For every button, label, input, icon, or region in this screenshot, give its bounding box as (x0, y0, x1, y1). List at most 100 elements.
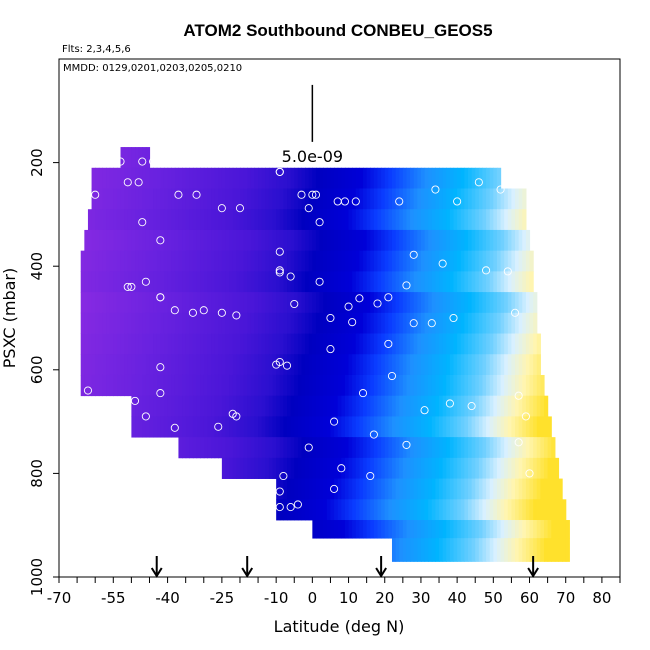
heatmap-cell (363, 229, 368, 252)
heatmap-cell (131, 167, 136, 189)
heatmap-cell (196, 292, 201, 314)
heatmap-cell (431, 209, 437, 231)
heatmap-cell (279, 271, 284, 293)
heatmap-cell (326, 457, 332, 479)
heatmap-cell (95, 292, 100, 314)
heatmap-cell (91, 312, 96, 334)
heatmap-cell (319, 354, 324, 376)
heatmap-cell (258, 374, 263, 397)
heatmap-cell (500, 354, 505, 376)
sample-point (141, 277, 150, 286)
heatmap-cell (98, 209, 104, 231)
heatmap-cell (312, 229, 317, 252)
heatmap-cell (507, 457, 513, 479)
heatmap-cell (536, 457, 541, 479)
heatmap-cell (515, 416, 520, 438)
heatmap-cell (294, 478, 299, 500)
heatmap-cell (489, 333, 494, 355)
sample-point (395, 197, 404, 206)
heatmap-cell (446, 457, 451, 479)
heatmap-cell (493, 395, 498, 417)
heatmap-cell (232, 437, 237, 459)
heatmap-cell (297, 188, 303, 210)
heatmap-cell (551, 520, 556, 539)
heatmap-cell (518, 292, 523, 314)
heatmap-cell (84, 250, 89, 272)
heatmap-cell (453, 520, 458, 539)
heatmap-cell (428, 499, 433, 521)
heatmap-cell (373, 229, 379, 252)
heatmap-cell (214, 292, 219, 314)
heatmap-cell (489, 312, 494, 334)
heatmap-cell (431, 250, 437, 272)
heatmap-cell (127, 312, 132, 334)
heatmap-cell (388, 478, 393, 500)
heatmap-cell (167, 188, 172, 210)
heatmap-cell (475, 538, 480, 562)
heatmap-cell (106, 312, 111, 334)
heatmap-cell (446, 333, 451, 355)
heatmap-cells (80, 147, 570, 562)
heatmap-cell (486, 538, 491, 562)
heatmap-cell (84, 292, 89, 314)
heatmap-cell (442, 395, 447, 417)
heatmap-cell (475, 209, 480, 231)
heatmap-cell (221, 229, 227, 252)
heatmap-cell (540, 395, 545, 417)
heatmap-cell (399, 188, 404, 210)
heatmap-cell (279, 478, 284, 500)
heatmap-cell (294, 292, 299, 314)
heatmap-cell (185, 250, 190, 272)
heatmap-cell (214, 437, 219, 459)
heatmap-cell (319, 250, 324, 272)
heatmap-cell (511, 437, 516, 459)
heatmap-cell (113, 292, 118, 314)
heatmap-cell (417, 416, 422, 438)
heatmap-cell (239, 250, 245, 272)
sample-point (217, 204, 226, 213)
heatmap-cell (200, 209, 205, 231)
heatmap-cell (113, 354, 118, 376)
heatmap-cell (142, 395, 147, 417)
heatmap-cell (178, 250, 183, 272)
heatmap-cell (163, 188, 169, 210)
heatmap-cell (370, 333, 375, 355)
heatmap-cell (185, 271, 190, 293)
heatmap-cell (189, 167, 194, 189)
heatmap-cell (453, 167, 458, 189)
heatmap-cell (323, 395, 328, 417)
heatmap-cell (493, 499, 498, 521)
heatmap-cell (446, 437, 451, 459)
heatmap-cell (449, 188, 455, 210)
heatmap-cell (515, 229, 520, 252)
heatmap-cell (388, 312, 393, 334)
sample-point (369, 430, 378, 439)
heatmap-cell (460, 292, 465, 314)
heatmap-cell (192, 437, 198, 459)
heatmap-cell (135, 354, 140, 376)
heatmap-cell (120, 229, 125, 252)
heatmap-cell (174, 354, 180, 376)
heatmap-cell (236, 457, 241, 479)
heatmap-cell (453, 395, 458, 417)
heatmap-cell (507, 520, 513, 539)
heatmap-cell (254, 292, 259, 314)
heatmap-cell (98, 229, 104, 252)
heatmap-cell (312, 499, 317, 521)
heatmap-cell (478, 312, 484, 334)
heatmap-cell (276, 416, 281, 438)
heatmap-cell (221, 271, 227, 293)
heatmap-cell (428, 271, 433, 293)
heatmap-cell (442, 538, 447, 562)
heatmap-cell (363, 312, 368, 334)
heatmap-cell (518, 374, 523, 397)
heatmap-cell (496, 188, 502, 210)
sample-point (409, 319, 418, 328)
heatmap-cell (417, 395, 422, 417)
heatmap-cell (276, 250, 281, 272)
heatmap-cell (334, 250, 339, 272)
heatmap-cell (558, 520, 563, 539)
heatmap-cell (406, 167, 411, 189)
heatmap-cell (504, 395, 509, 417)
